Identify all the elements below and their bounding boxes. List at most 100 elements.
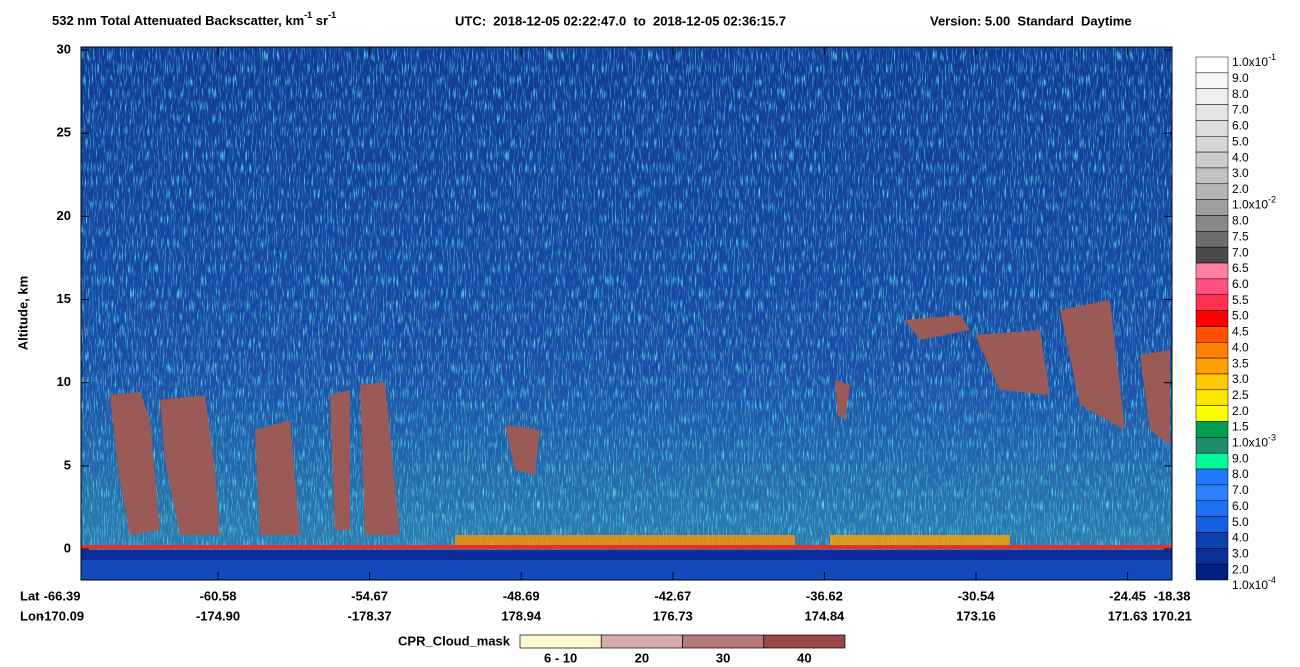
x-row-label: Lon [20, 608, 44, 623]
lon-label: 173.16 [956, 608, 996, 623]
colorbar-box [1195, 56, 1229, 74]
colorbar-box [1195, 532, 1229, 549]
colorbar-label: 7.0 [1232, 103, 1249, 117]
colorbar-box [1195, 104, 1229, 121]
colorbar-exponent: -4 [1268, 575, 1276, 585]
colorbar-box [1195, 389, 1229, 406]
lat-label: -30.54 [958, 588, 996, 603]
lat-label: -18.38 [1154, 588, 1191, 603]
title-sup: -1 [304, 10, 312, 20]
colorbar-box [1195, 563, 1229, 581]
colorbar-label: 1.5 [1232, 420, 1249, 434]
colorbar-mantissa: 1.0x10 [1232, 198, 1268, 212]
colorbar-exponent: -1 [1268, 52, 1276, 62]
colorbar-label: 3.0 [1232, 546, 1249, 560]
lat-label: -36.62 [806, 588, 843, 603]
colorbar-box [1195, 452, 1229, 470]
title-text: sr [312, 13, 328, 28]
colorbar-box [1195, 484, 1229, 502]
y-tick-label: 15 [57, 291, 71, 306]
lon-label: -170.09 [40, 608, 84, 623]
x-row-label: Lat [20, 588, 40, 603]
colorbar-label: 4.5 [1232, 325, 1249, 339]
colorbar-label: 8.0 [1232, 87, 1249, 101]
colorbar-label: 3.5 [1232, 356, 1249, 370]
colorbar-label: 4.0 [1232, 340, 1249, 354]
colorbar-label: 5.5 [1232, 293, 1249, 307]
lon-label: -178.37 [348, 608, 392, 623]
colorbar-box [1195, 326, 1229, 343]
colorbar-label: 2.5 [1232, 388, 1249, 402]
lat-label: -54.67 [351, 588, 388, 603]
colorbar-box [1195, 262, 1229, 280]
colorbar-label: 1.0x10-1 [1232, 52, 1276, 69]
colorbar-label: 8.0 [1232, 467, 1249, 481]
y-tick-label: 0 [64, 540, 71, 555]
y-axis-label: Altitude, km [15, 276, 30, 350]
colorbar-label: 3.0 [1232, 166, 1249, 180]
title-text: 532 nm Total Attenuated Backscatter, km [52, 13, 304, 28]
colorbar-label: 6.5 [1232, 261, 1249, 275]
colorbar-label: 9.0 [1232, 451, 1249, 465]
lon-label: 176.73 [653, 608, 693, 623]
colorbar-mantissa: 1.0x10 [1232, 436, 1268, 450]
y-tick-label: 25 [57, 125, 71, 140]
colorbar-box [1195, 500, 1229, 517]
mask-box [763, 634, 846, 649]
colorbar-label: 8.0 [1232, 214, 1249, 228]
colorbar-label: 9.0 [1232, 71, 1249, 85]
chart-title: 532 nm Total Attenuated Backscatter, km-… [52, 10, 336, 28]
colorbar-label: 7.0 [1232, 483, 1249, 497]
lon-label: -174.90 [196, 608, 240, 623]
colorbar-box [1195, 215, 1229, 232]
colorbar-box [1195, 278, 1229, 295]
colorbar-label: 5.0 [1232, 309, 1249, 323]
y-tick-label: 10 [57, 374, 71, 389]
colorbar-box [1195, 548, 1229, 565]
y-tick-label: 5 [64, 457, 71, 472]
utc-range: UTC: 2018-12-05 02:22:47.0 to 2018-12-05… [455, 13, 786, 28]
colorbar-label: 3.0 [1232, 372, 1249, 386]
lon-label: 178.94 [501, 608, 542, 623]
colorbar-exponent: -3 [1268, 433, 1276, 443]
curtain-image [81, 47, 1172, 580]
lat-label: -48.69 [503, 588, 540, 603]
mask-label: 40 [797, 650, 811, 665]
colorbar-label: 1.0x10-3 [1232, 433, 1276, 450]
colorbar-label: 2.0 [1232, 182, 1249, 196]
colorbar-mantissa: 1.0x10 [1232, 578, 1268, 592]
colorbar-label: 4.0 [1232, 150, 1249, 164]
mask-label: 6 - 10 [544, 650, 577, 665]
colorbar-exponent: -2 [1268, 195, 1276, 205]
colorbar: 1.0x10-19.08.07.06.05.04.03.02.01.0x10-2… [1195, 52, 1276, 592]
y-tick-label: 30 [57, 41, 71, 56]
colorbar-box [1195, 405, 1229, 422]
colorbar-label: 6.0 [1232, 277, 1249, 291]
colorbar-box [1195, 342, 1229, 359]
lat-label: -60.58 [200, 588, 237, 603]
colorbar-label: 7.0 [1232, 245, 1249, 259]
colorbar-label: 7.5 [1232, 230, 1249, 244]
colorbar-box [1195, 135, 1229, 153]
title-sup: -1 [328, 10, 336, 20]
mask-label: 30 [716, 650, 730, 665]
colorbar-box [1195, 199, 1229, 216]
colorbar-box [1195, 167, 1229, 185]
mask-legend: 6 - 10 20 30 40 [519, 634, 846, 665]
colorbar-label: 6.0 [1232, 119, 1249, 133]
mask-title: CPR_Cloud_mask [398, 633, 511, 648]
colorbar-box [1195, 120, 1229, 137]
colorbar-box [1195, 468, 1229, 486]
colorbar-box [1195, 310, 1229, 327]
lon-label: 174.84 [805, 608, 846, 623]
colorbar-box [1195, 183, 1229, 200]
colorbar-label: 2.0 [1232, 562, 1249, 576]
colorbar-box [1195, 357, 1229, 375]
lon-label: 170.21 [1152, 608, 1192, 623]
mask-box [682, 634, 765, 649]
lat-label: -42.67 [654, 588, 691, 603]
colorbar-box [1195, 421, 1229, 438]
colorbar-label: 1.0x10-2 [1232, 195, 1276, 212]
colorbar-box [1195, 72, 1229, 89]
